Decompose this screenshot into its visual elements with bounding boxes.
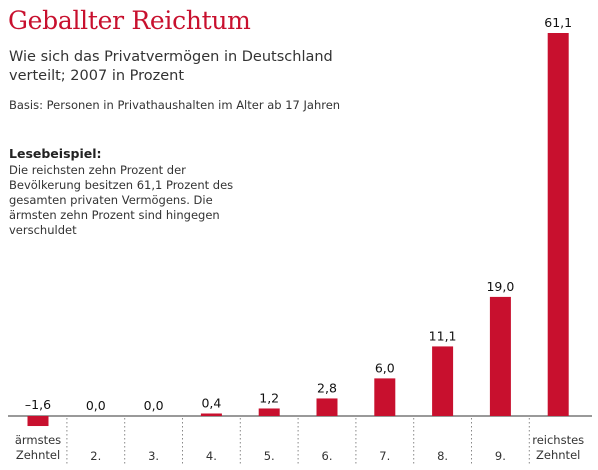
category-label: 5. [264, 449, 275, 463]
category-label: 4. [206, 449, 217, 463]
data-label: 0,4 [201, 395, 221, 410]
data-label: 11,1 [429, 328, 457, 343]
category-label: Zehntel [536, 448, 580, 462]
data-label: 61,1 [544, 15, 572, 30]
category-label: 3. [148, 449, 159, 463]
category-label: 8. [437, 449, 448, 463]
category-label: 9. [495, 449, 506, 463]
reading-example-heading: Lesebeispiel: [9, 146, 102, 161]
reading-example-text: Die reichsten zehn Prozent der Bevölkeru… [9, 163, 234, 237]
bar [374, 378, 396, 416]
data-label: 0,0 [144, 398, 164, 413]
chart-subtitle: Wie sich das Privatvermögen in Deutschla… [9, 49, 333, 84]
data-label: 1,2 [259, 390, 279, 405]
bar [27, 416, 49, 427]
category-label: 6. [322, 449, 333, 463]
bar [258, 408, 280, 416]
category-label: Zehntel [16, 448, 60, 462]
category-label: reichstes [532, 433, 584, 447]
category-label: ärmstes [15, 433, 61, 447]
data-label: 0,0 [86, 398, 106, 413]
data-label: 19,0 [486, 279, 514, 294]
bar [432, 346, 454, 416]
chart-title: Geballter Reichtum [8, 6, 251, 35]
chart-basis-note: Basis: Personen in Privathaushalten im A… [9, 98, 341, 112]
data-label: –1,6 [25, 397, 51, 412]
data-label: 6,0 [375, 360, 395, 375]
bar [489, 296, 511, 416]
data-label: 2,8 [317, 380, 337, 395]
bar [547, 33, 569, 416]
category-label: 7. [379, 449, 390, 463]
bar [316, 398, 338, 416]
category-label: 2. [90, 449, 101, 463]
bar [200, 413, 222, 416]
